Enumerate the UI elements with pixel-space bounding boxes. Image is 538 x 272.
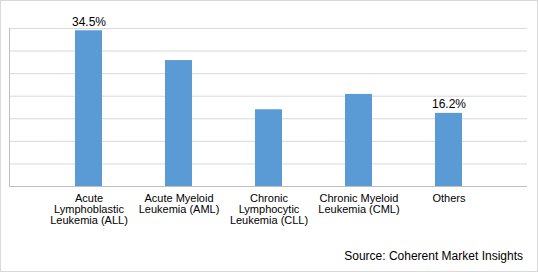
svg-text:16.2%: 16.2% (432, 97, 466, 111)
svg-text:Acute MyeloidLeukemia (AML): Acute MyeloidLeukemia (AML) (139, 192, 220, 215)
svg-text:Chronic MyeloidLeukemia (CML): Chronic MyeloidLeukemia (CML) (318, 192, 399, 215)
svg-text:Others: Others (432, 192, 466, 204)
html-text:Source: Coherent Market Insigh: Source: Coherent Market Insights (344, 249, 523, 263)
svg-text:34.5%: 34.5% (72, 15, 106, 29)
svg-text:ChronicLymphocyticLeukemia (CL: ChronicLymphocyticLeukemia (CLL) (230, 192, 308, 226)
svg-text:AcuteLymphoblasticLeukemia (AL: AcuteLymphoblasticLeukemia (ALL) (50, 192, 128, 226)
